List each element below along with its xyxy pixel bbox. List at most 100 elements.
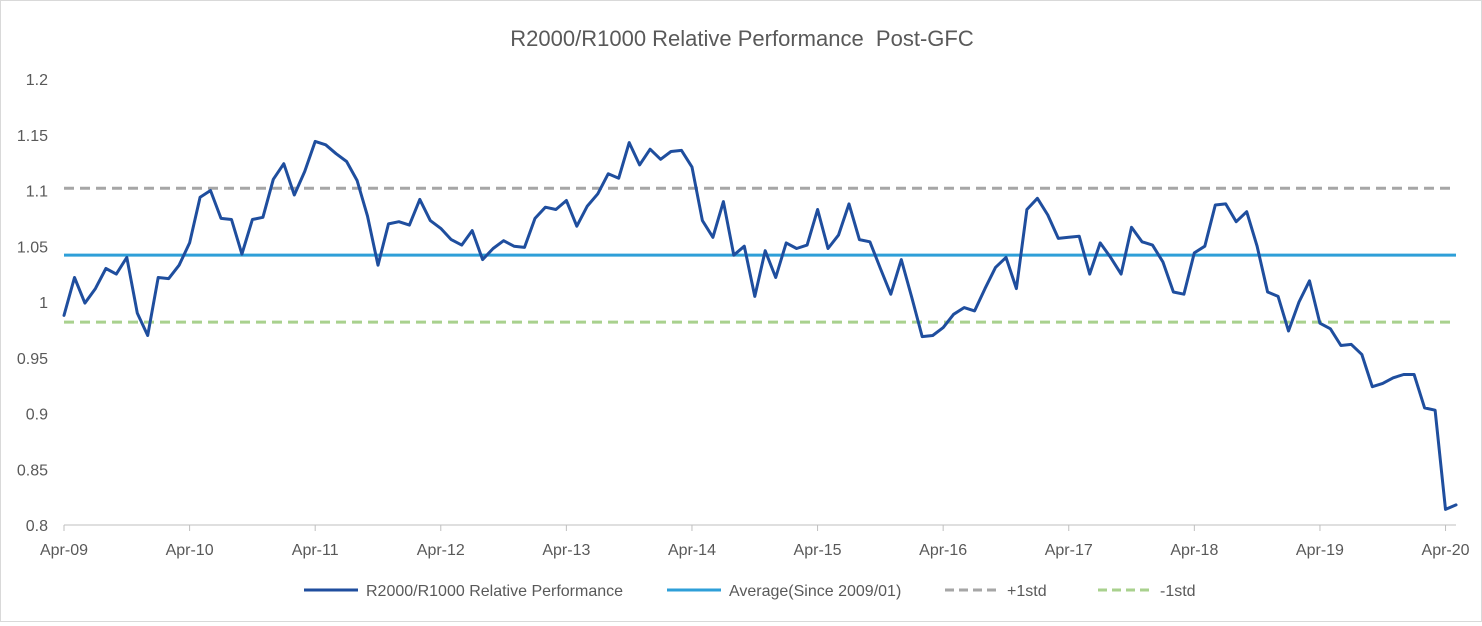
data-point [1350,343,1353,346]
x-tick-label: Apr-17 [1045,542,1093,559]
data-point [1329,327,1332,330]
data-point [84,302,87,305]
data-point [1245,210,1248,213]
data-point [1120,273,1123,276]
data-point [879,267,882,270]
data-point [691,166,694,169]
data-point [575,225,578,228]
data-point [921,335,924,338]
data-point [774,276,777,279]
y-tick-label: 1.2 [26,72,48,89]
data-point [1036,197,1039,200]
data-point [429,219,432,222]
data-point [481,258,484,261]
data-point [565,199,568,202]
data-point [1413,373,1416,376]
data-point [1109,256,1112,259]
data-point [398,220,401,223]
data-point [63,314,66,317]
data-point [555,208,558,211]
data-point [1088,273,1091,276]
axes: 0.8 0.85 0.9 0.95 1 1.05 1.1 1.15 1.2 Apr-09 Apr-1… [17,72,1470,559]
data-point [1444,508,1447,511]
data-point [1434,409,1437,412]
data-point [1005,256,1008,259]
data-point [241,253,244,256]
data-point [272,178,275,181]
data-point [125,256,128,259]
x-tick-label: Apr-18 [1170,542,1218,559]
x-tick-label: Apr-11 [292,542,339,559]
data-point [408,224,411,227]
data-point [900,258,903,261]
data-point [1141,240,1144,243]
data-point [617,177,620,180]
data-point [282,162,285,165]
x-tick-label: Apr-13 [542,542,590,559]
data-point [1183,293,1186,296]
data-point [146,334,149,337]
data-point [649,148,652,151]
legend: R2000/R1000 Relative Performance Average(… [304,583,1196,600]
data-point [324,143,327,146]
data-point [105,267,108,270]
data-point [345,160,348,163]
data-point [1256,245,1259,248]
data-point [1099,242,1102,245]
data-point [73,276,76,279]
data-point [1057,237,1060,240]
data-point [1360,353,1363,356]
data-point [607,172,610,175]
data-point [848,203,851,206]
data-point [1214,204,1217,207]
data-point [858,238,861,241]
data-point [806,244,809,247]
y-tick-label: 0.9 [26,407,48,424]
series-lines [62,139,1458,511]
data-point [963,306,966,309]
data-point [785,242,788,245]
data-point [910,296,913,299]
data-point [889,293,892,296]
data-point [994,266,997,269]
data-point [94,287,97,290]
y-tick-label: 1.05 [17,239,48,256]
data-point [984,287,987,290]
relative-performance-line [62,139,1458,511]
data-point [837,234,840,237]
data-point [492,247,495,250]
x-tick-label: Apr-16 [919,542,967,559]
data-point [167,277,170,280]
data-point [450,238,453,241]
data-point [701,219,704,222]
data-point [1266,291,1269,294]
data-point [973,310,976,313]
legend-label: -1std [1160,583,1196,600]
y-tick-label: 0.85 [17,462,48,479]
legend-label: R2000/R1000 Relative Performance [366,583,623,600]
data-point [1340,344,1343,347]
data-point [628,141,631,144]
data-point [1287,330,1290,333]
data-point [209,189,212,192]
data-point [220,217,223,220]
data-point [1235,220,1238,223]
data-point [764,249,767,252]
x-tick-label: Apr-12 [417,542,465,559]
data-point [680,149,683,152]
data-point [1423,407,1426,410]
data-point [942,326,945,329]
data-point [356,179,359,182]
data-point [795,247,798,250]
data-point [1381,382,1384,385]
data-point [1067,236,1070,239]
x-tick-label: Apr-15 [794,542,842,559]
y-tick-label: 0.95 [17,351,48,368]
data-point [262,216,265,219]
data-point [1224,203,1227,206]
y-tick-label: 1.15 [17,128,48,145]
legend-label: Average(Since 2009/01) [729,583,901,600]
data-point [1298,301,1301,304]
